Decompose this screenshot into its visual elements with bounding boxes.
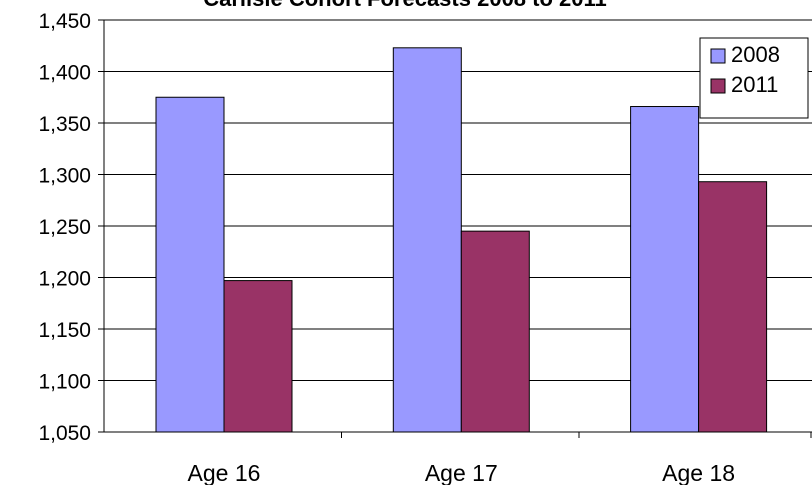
legend-box [699, 37, 809, 119]
bar-2011-age-18 [698, 181, 768, 433]
bar-2008-age-16 [155, 96, 225, 433]
y-tick-label: 1,450 [38, 10, 91, 33]
bar-2011-age-17 [460, 230, 530, 433]
y-tick-label: 1,300 [38, 165, 91, 188]
x-axis-labels: Age 16 Age 17 Age 18 [188, 460, 736, 485]
y-tick-label: 1,050 [38, 422, 91, 445]
bar-2008-age-17 [392, 47, 462, 433]
y-tick-label: 1,400 [38, 62, 91, 85]
y-tick-label: 1,150 [38, 319, 91, 342]
legend-swatch-2011 [710, 78, 726, 94]
y-tick-label: 1,200 [38, 268, 91, 291]
x-category-label: Age 17 [425, 460, 498, 485]
legend-label-2008: 2008 [731, 42, 780, 67]
chart-title: Carlisle Cohort Forecasts 2008 to 2011 [203, 0, 607, 11]
legend-swatch-2008 [710, 48, 726, 64]
bar-2011-age-16 [223, 280, 293, 433]
y-tick-label: 1,100 [38, 371, 91, 394]
x-category-label: Age 18 [662, 460, 735, 485]
legend-label-2011: 2011 [731, 72, 778, 97]
legend: 2008 2011 [699, 37, 809, 119]
y-tick-label: 1,350 [38, 113, 91, 136]
bar-2008-age-18 [630, 106, 700, 433]
bars [155, 47, 768, 433]
x-category-label: Age 16 [188, 460, 261, 485]
y-axis-ticks: 1,050 1,100 1,150 1,200 1,250 1,300 1,350 1,400… [38, 10, 104, 445]
y-tick-label: 1,250 [38, 216, 91, 239]
